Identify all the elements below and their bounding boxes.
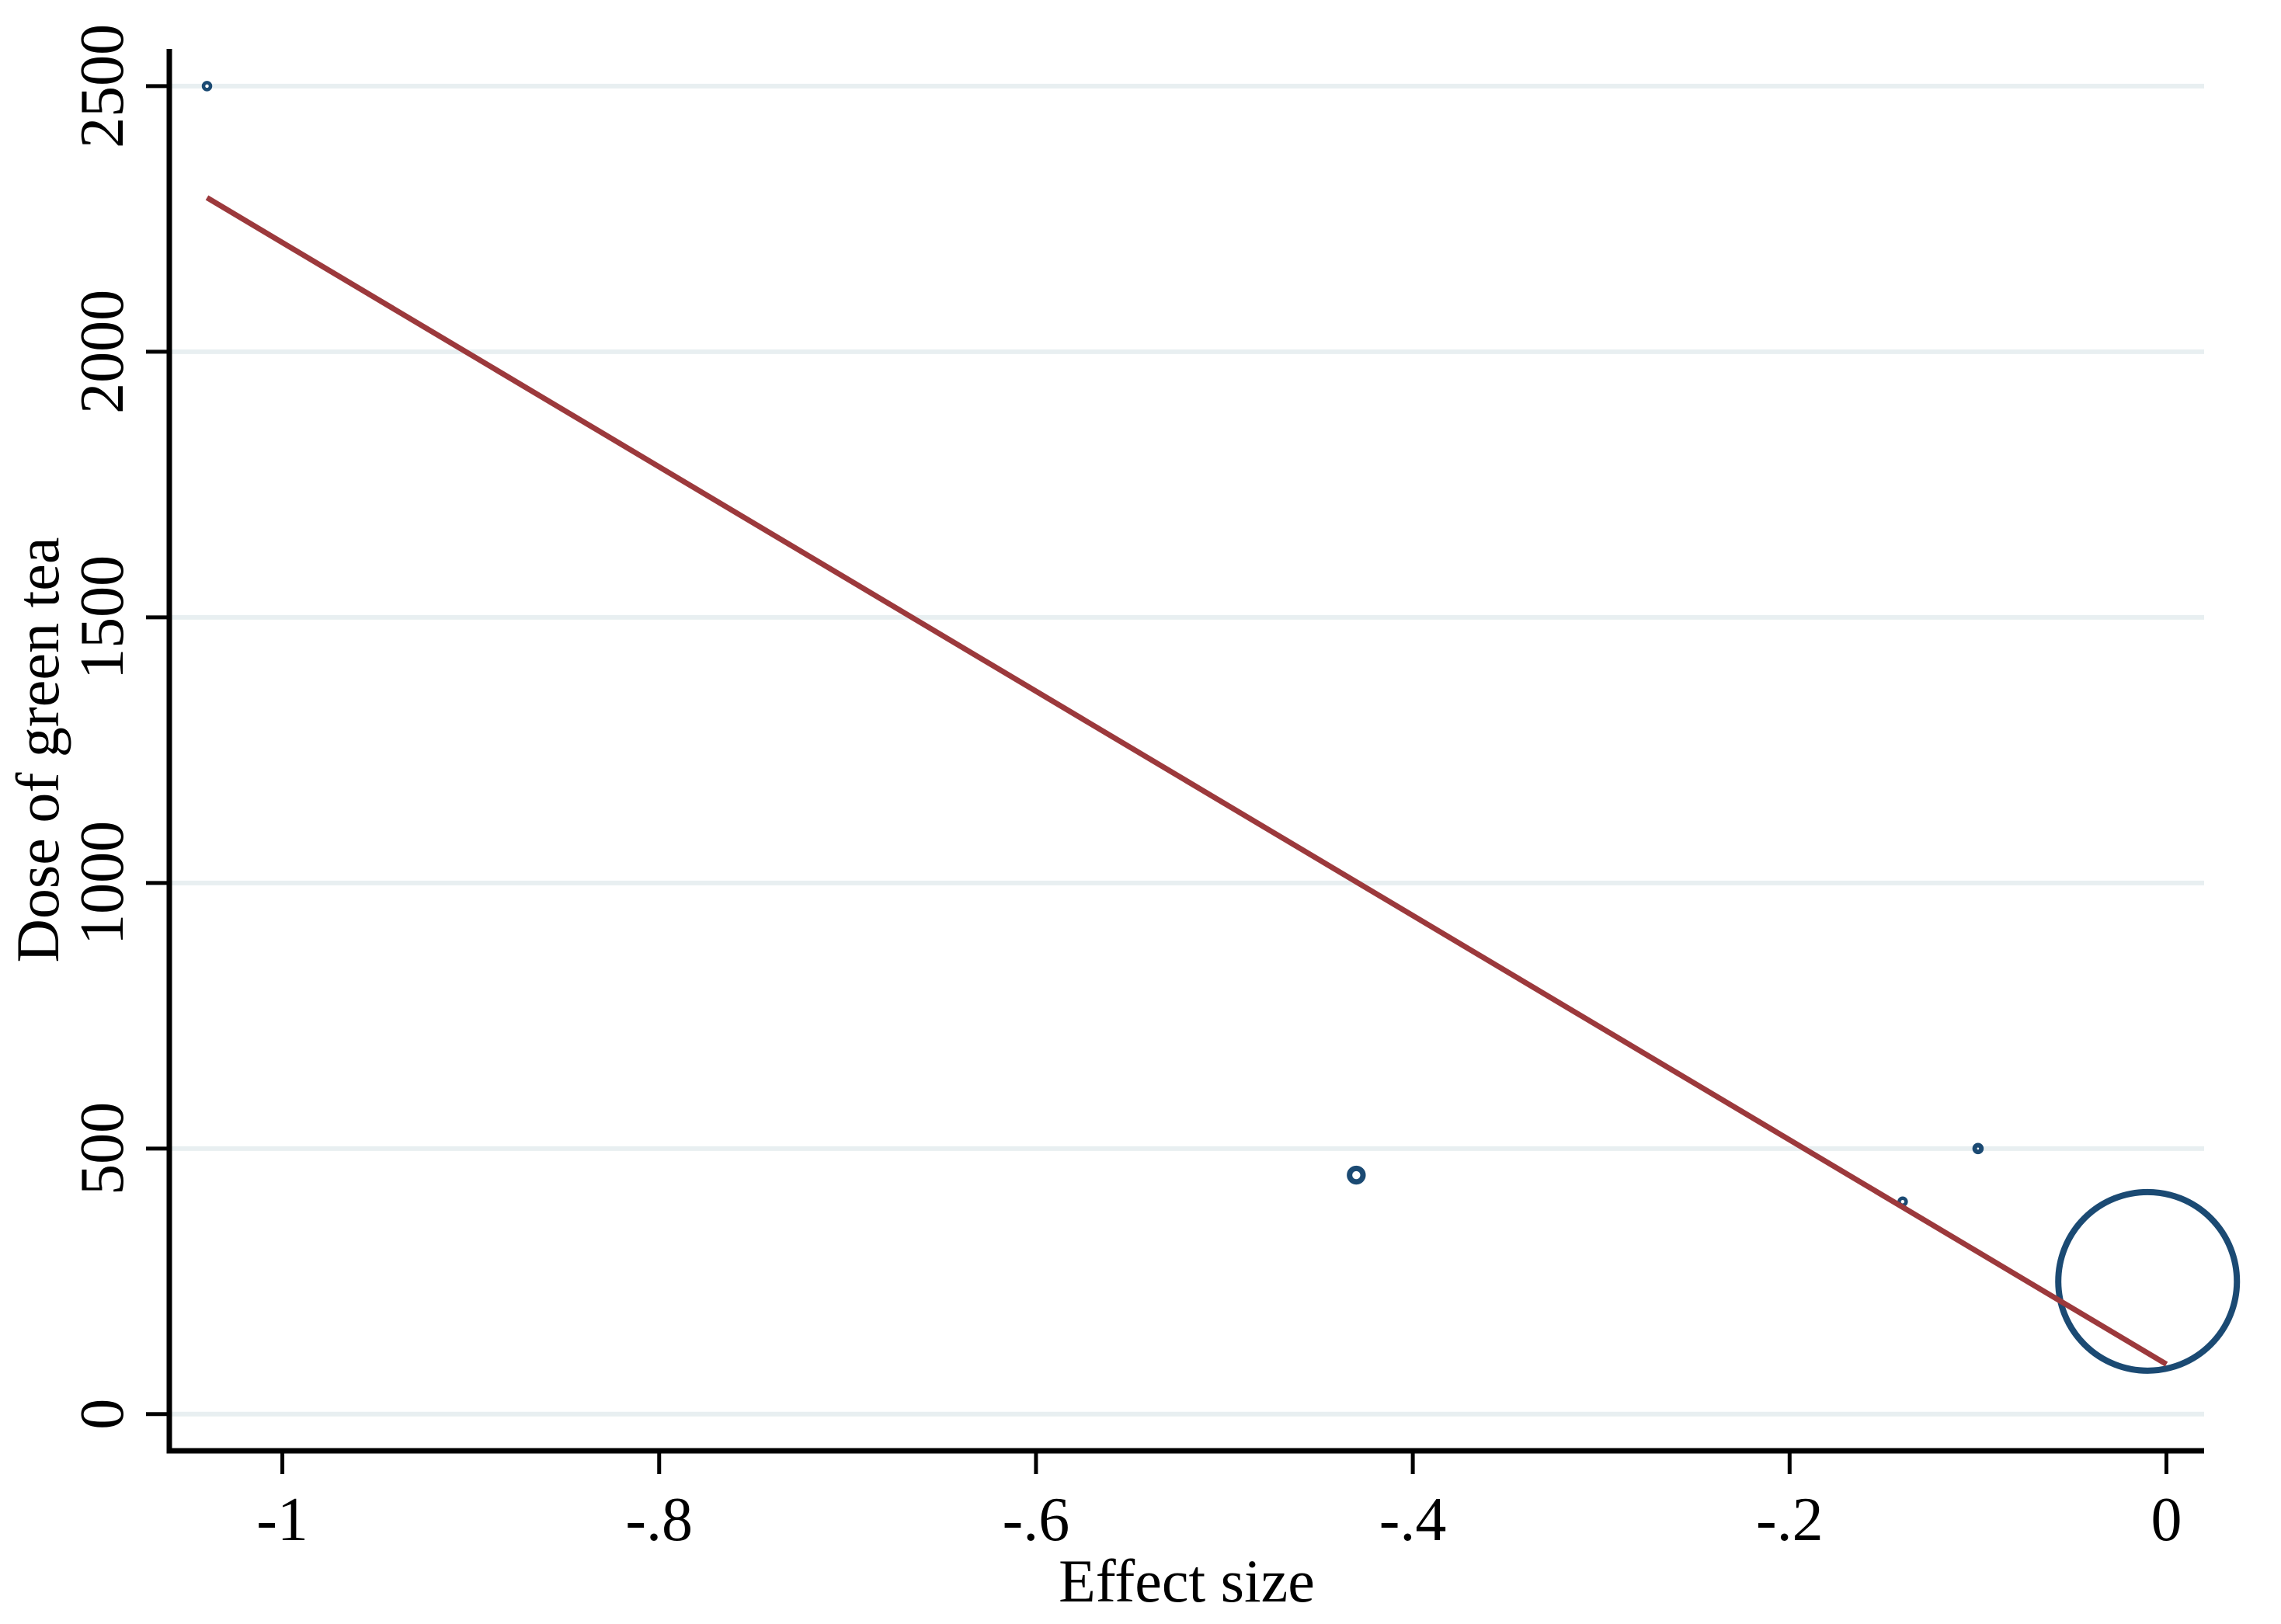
fitted-line bbox=[205, 195, 2168, 1367]
y-tick-label: 500 bbox=[68, 1102, 137, 1195]
regression-line bbox=[205, 195, 2168, 1367]
axes: 0 500 1000 1500 2000 2500 -1 -.8 -.6 -.4 -.2 0 bbox=[68, 24, 2204, 1554]
study-bubble bbox=[201, 81, 213, 92]
y-axis-title: Dose of green tea bbox=[4, 537, 71, 963]
x-tick-label: 0 bbox=[2151, 1486, 2182, 1554]
y-tick-label: 2500 bbox=[68, 24, 137, 148]
x-tick-label: -.4 bbox=[1379, 1486, 1447, 1554]
y-tick-label: 1500 bbox=[68, 555, 137, 680]
study-bubble bbox=[1347, 1165, 1366, 1185]
x-axis-title: Effect size bbox=[1059, 1547, 1315, 1615]
study-bubble bbox=[2055, 1188, 2241, 1374]
x-tick-label: -.8 bbox=[625, 1486, 693, 1554]
x-tick-label: -.2 bbox=[1756, 1486, 1824, 1554]
gridlines bbox=[169, 83, 2204, 1417]
y-tick-label: 1000 bbox=[68, 821, 137, 945]
y-tick-label: 0 bbox=[68, 1399, 137, 1430]
y-tick-label: 2000 bbox=[68, 290, 137, 414]
x-tick-label: -.6 bbox=[1003, 1486, 1070, 1554]
x-tick-label: -1 bbox=[256, 1486, 308, 1554]
study-bubble bbox=[1972, 1142, 1984, 1155]
study-bubbles bbox=[201, 81, 2241, 1374]
